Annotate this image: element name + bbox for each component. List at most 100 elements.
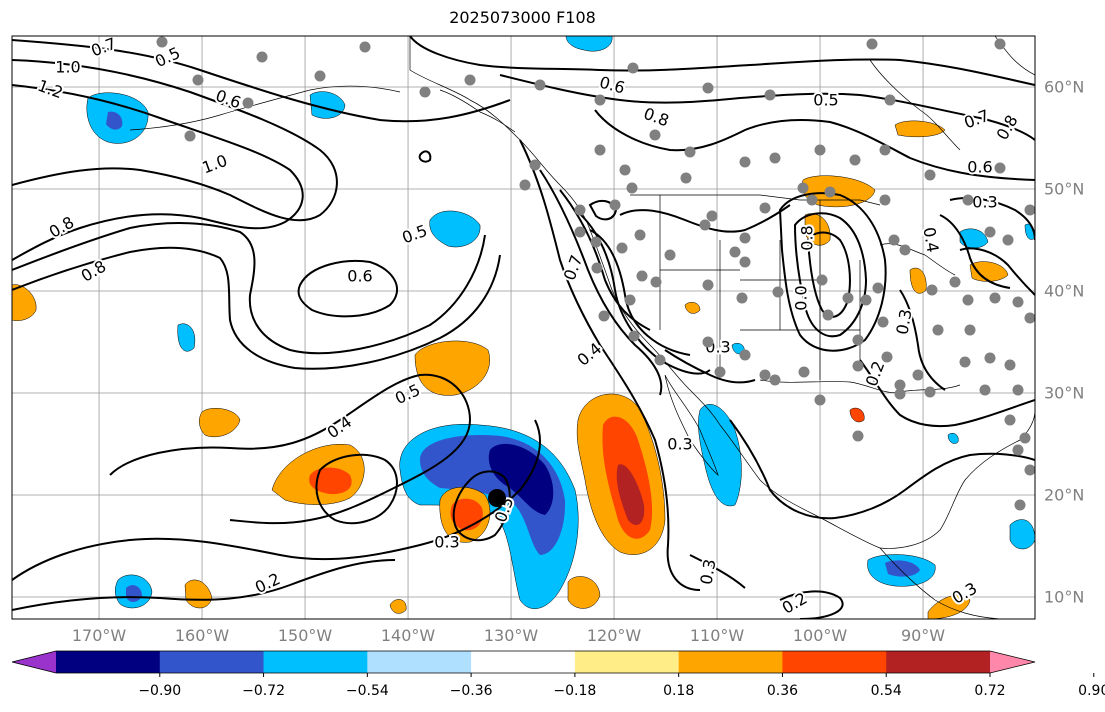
contour-label: 1.0 bbox=[55, 58, 80, 77]
station-marker bbox=[994, 162, 1006, 174]
station-marker bbox=[879, 194, 891, 206]
station-marker bbox=[994, 38, 1006, 50]
colorbar-tick-label: 0.90 bbox=[1078, 683, 1105, 699]
alaska-coast bbox=[439, 89, 516, 133]
station-marker bbox=[1019, 432, 1031, 444]
longitude-label: 160°W bbox=[174, 626, 230, 645]
positive-anomaly-area bbox=[969, 261, 1009, 282]
colorbar-tick-label: 0.54 bbox=[870, 683, 902, 699]
station-marker bbox=[314, 70, 326, 82]
positive-anomaly-area bbox=[184, 579, 213, 609]
colorbar-segment bbox=[782, 651, 887, 673]
map-title: 2025073000 F108 bbox=[449, 8, 596, 27]
station-marker bbox=[769, 374, 781, 386]
contour-line bbox=[664, 349, 756, 384]
contour-line bbox=[452, 470, 511, 542]
station-marker bbox=[814, 394, 826, 406]
station-marker bbox=[852, 430, 864, 442]
hudson-region bbox=[869, 59, 961, 151]
canada-border bbox=[630, 194, 881, 206]
station-marker bbox=[739, 349, 751, 361]
contour-line bbox=[959, 247, 1035, 296]
station-marker bbox=[594, 144, 606, 156]
contour-line bbox=[689, 554, 746, 589]
station-marker bbox=[1024, 312, 1035, 324]
latitude-label: 30°N bbox=[1044, 383, 1085, 403]
station-marker bbox=[739, 232, 751, 244]
station-marker bbox=[529, 159, 541, 171]
colorbar-segment bbox=[574, 651, 680, 673]
contour-line bbox=[939, 214, 1011, 289]
station-marker bbox=[979, 384, 991, 396]
station-marker bbox=[1004, 414, 1016, 426]
station-marker bbox=[879, 144, 891, 156]
contour-line bbox=[109, 373, 472, 525]
station-marker bbox=[759, 202, 771, 214]
station-marker bbox=[654, 354, 666, 366]
longitude-label: 110°W bbox=[689, 626, 745, 645]
station-marker bbox=[962, 294, 974, 306]
station-marker bbox=[619, 164, 631, 176]
contour-line bbox=[519, 139, 701, 591]
colorbar-tick-label: −0.54 bbox=[345, 683, 389, 699]
colorbar-tick-label: 0.36 bbox=[766, 683, 799, 699]
colorbar-segment bbox=[263, 651, 368, 673]
negative-anomaly-core bbox=[106, 111, 123, 130]
station-marker bbox=[959, 356, 971, 368]
station-marker bbox=[764, 89, 776, 101]
station-marker bbox=[759, 369, 771, 381]
latitude-label: 60°N bbox=[1044, 77, 1085, 97]
station-marker bbox=[256, 51, 268, 63]
latitude-label: 50°N bbox=[1044, 179, 1085, 199]
station-marker bbox=[702, 82, 714, 94]
station-marker bbox=[984, 226, 996, 238]
colorbar-segment bbox=[886, 651, 991, 673]
colorbar-tick-label: −0.36 bbox=[449, 683, 493, 699]
station-marker bbox=[822, 309, 834, 321]
colorbar-outline bbox=[11, 650, 1036, 674]
station-marker bbox=[912, 369, 924, 381]
station-marker bbox=[634, 229, 646, 241]
station-marker bbox=[866, 38, 878, 50]
contour-line bbox=[539, 169, 663, 396]
station-marker bbox=[842, 292, 854, 304]
contour-line bbox=[12, 59, 338, 222]
station-marker bbox=[962, 194, 974, 206]
colorbar-tick-label: 0.18 bbox=[663, 683, 695, 699]
station-marker bbox=[814, 144, 826, 156]
station-marker bbox=[849, 154, 861, 166]
station-marker bbox=[684, 146, 696, 158]
contour-line bbox=[729, 419, 1035, 520]
station-marker bbox=[824, 186, 836, 198]
station-marker bbox=[649, 129, 661, 141]
station-marker bbox=[574, 226, 586, 238]
negative-anomaly-area bbox=[565, 36, 613, 52]
station-marker bbox=[1024, 464, 1035, 476]
contour-line bbox=[12, 222, 486, 355]
contour-line bbox=[315, 453, 398, 525]
station-marker bbox=[877, 316, 889, 328]
negative-anomaly-area bbox=[698, 404, 742, 507]
colorbar-segment bbox=[56, 651, 161, 673]
contour-label: 0.3 bbox=[972, 193, 997, 212]
positive-anomaly-area bbox=[684, 302, 701, 314]
station-marker bbox=[156, 36, 168, 48]
colorbar-segment bbox=[471, 651, 576, 673]
station-marker bbox=[816, 274, 828, 286]
colorbar-tick-label: −0.18 bbox=[553, 683, 597, 699]
contour-label: 0.3 bbox=[434, 533, 459, 552]
station-marker bbox=[894, 379, 906, 391]
station-marker bbox=[739, 156, 751, 168]
contour-line bbox=[619, 204, 791, 233]
baja-peninsula bbox=[664, 374, 719, 477]
latitude-label: 10°N bbox=[1044, 587, 1085, 607]
station-marker bbox=[949, 276, 961, 288]
station-marker bbox=[534, 79, 546, 91]
station-marker bbox=[964, 324, 976, 336]
positive-anomaly-core bbox=[616, 464, 645, 525]
colorbar-segment bbox=[678, 651, 783, 673]
colorbar-tick-label: −0.90 bbox=[138, 683, 182, 699]
station-marker bbox=[702, 279, 714, 291]
contour-line bbox=[793, 212, 868, 338]
contour-line bbox=[899, 289, 946, 391]
